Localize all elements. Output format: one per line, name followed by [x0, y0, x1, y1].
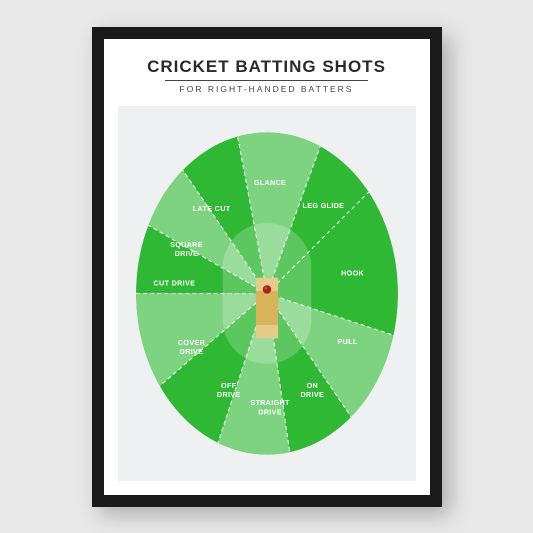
sector-label: DRIVE — [258, 407, 282, 416]
pitch-crease-bottom — [255, 324, 277, 337]
sector-label: STRAIGHT — [250, 398, 290, 407]
subtitle-text: FOR RIGHT-HANDED BATTERS — [118, 84, 416, 94]
poster-frame: CRICKET BATTING SHOTS FOR RIGHT-HANDED B… — [92, 27, 442, 507]
sector-label: LEG GLIDE — [302, 200, 344, 209]
ball-highlight — [264, 286, 267, 289]
sector-label: ON — [306, 381, 317, 390]
title-text: CRICKET BATTING SHOTS — [118, 57, 416, 77]
sector-label: LATE CUT — [192, 203, 230, 212]
sector-label: COVER — [177, 337, 205, 346]
field-diagram: LEG GLIDEGLANCELATE CUTSQUAREDRIVECUT DR… — [118, 106, 416, 481]
sector-label: SQUARE — [170, 240, 203, 249]
sector-label: OFF — [221, 381, 237, 390]
sector-label: DRIVE — [300, 390, 324, 399]
title-rule — [165, 80, 368, 81]
poster-mat: CRICKET BATTING SHOTS FOR RIGHT-HANDED B… — [104, 39, 430, 495]
sector-label: HOOK — [341, 268, 364, 277]
cricket-ball-icon — [262, 285, 270, 293]
sector-label: DRIVE — [174, 249, 198, 258]
sector-label: DRIVE — [216, 390, 240, 399]
sector-label: GLANCE — [253, 177, 285, 186]
sector-label: DRIVE — [179, 346, 203, 355]
sector-label: CUT DRIVE — [153, 278, 195, 287]
sector-label: PULL — [337, 336, 357, 345]
